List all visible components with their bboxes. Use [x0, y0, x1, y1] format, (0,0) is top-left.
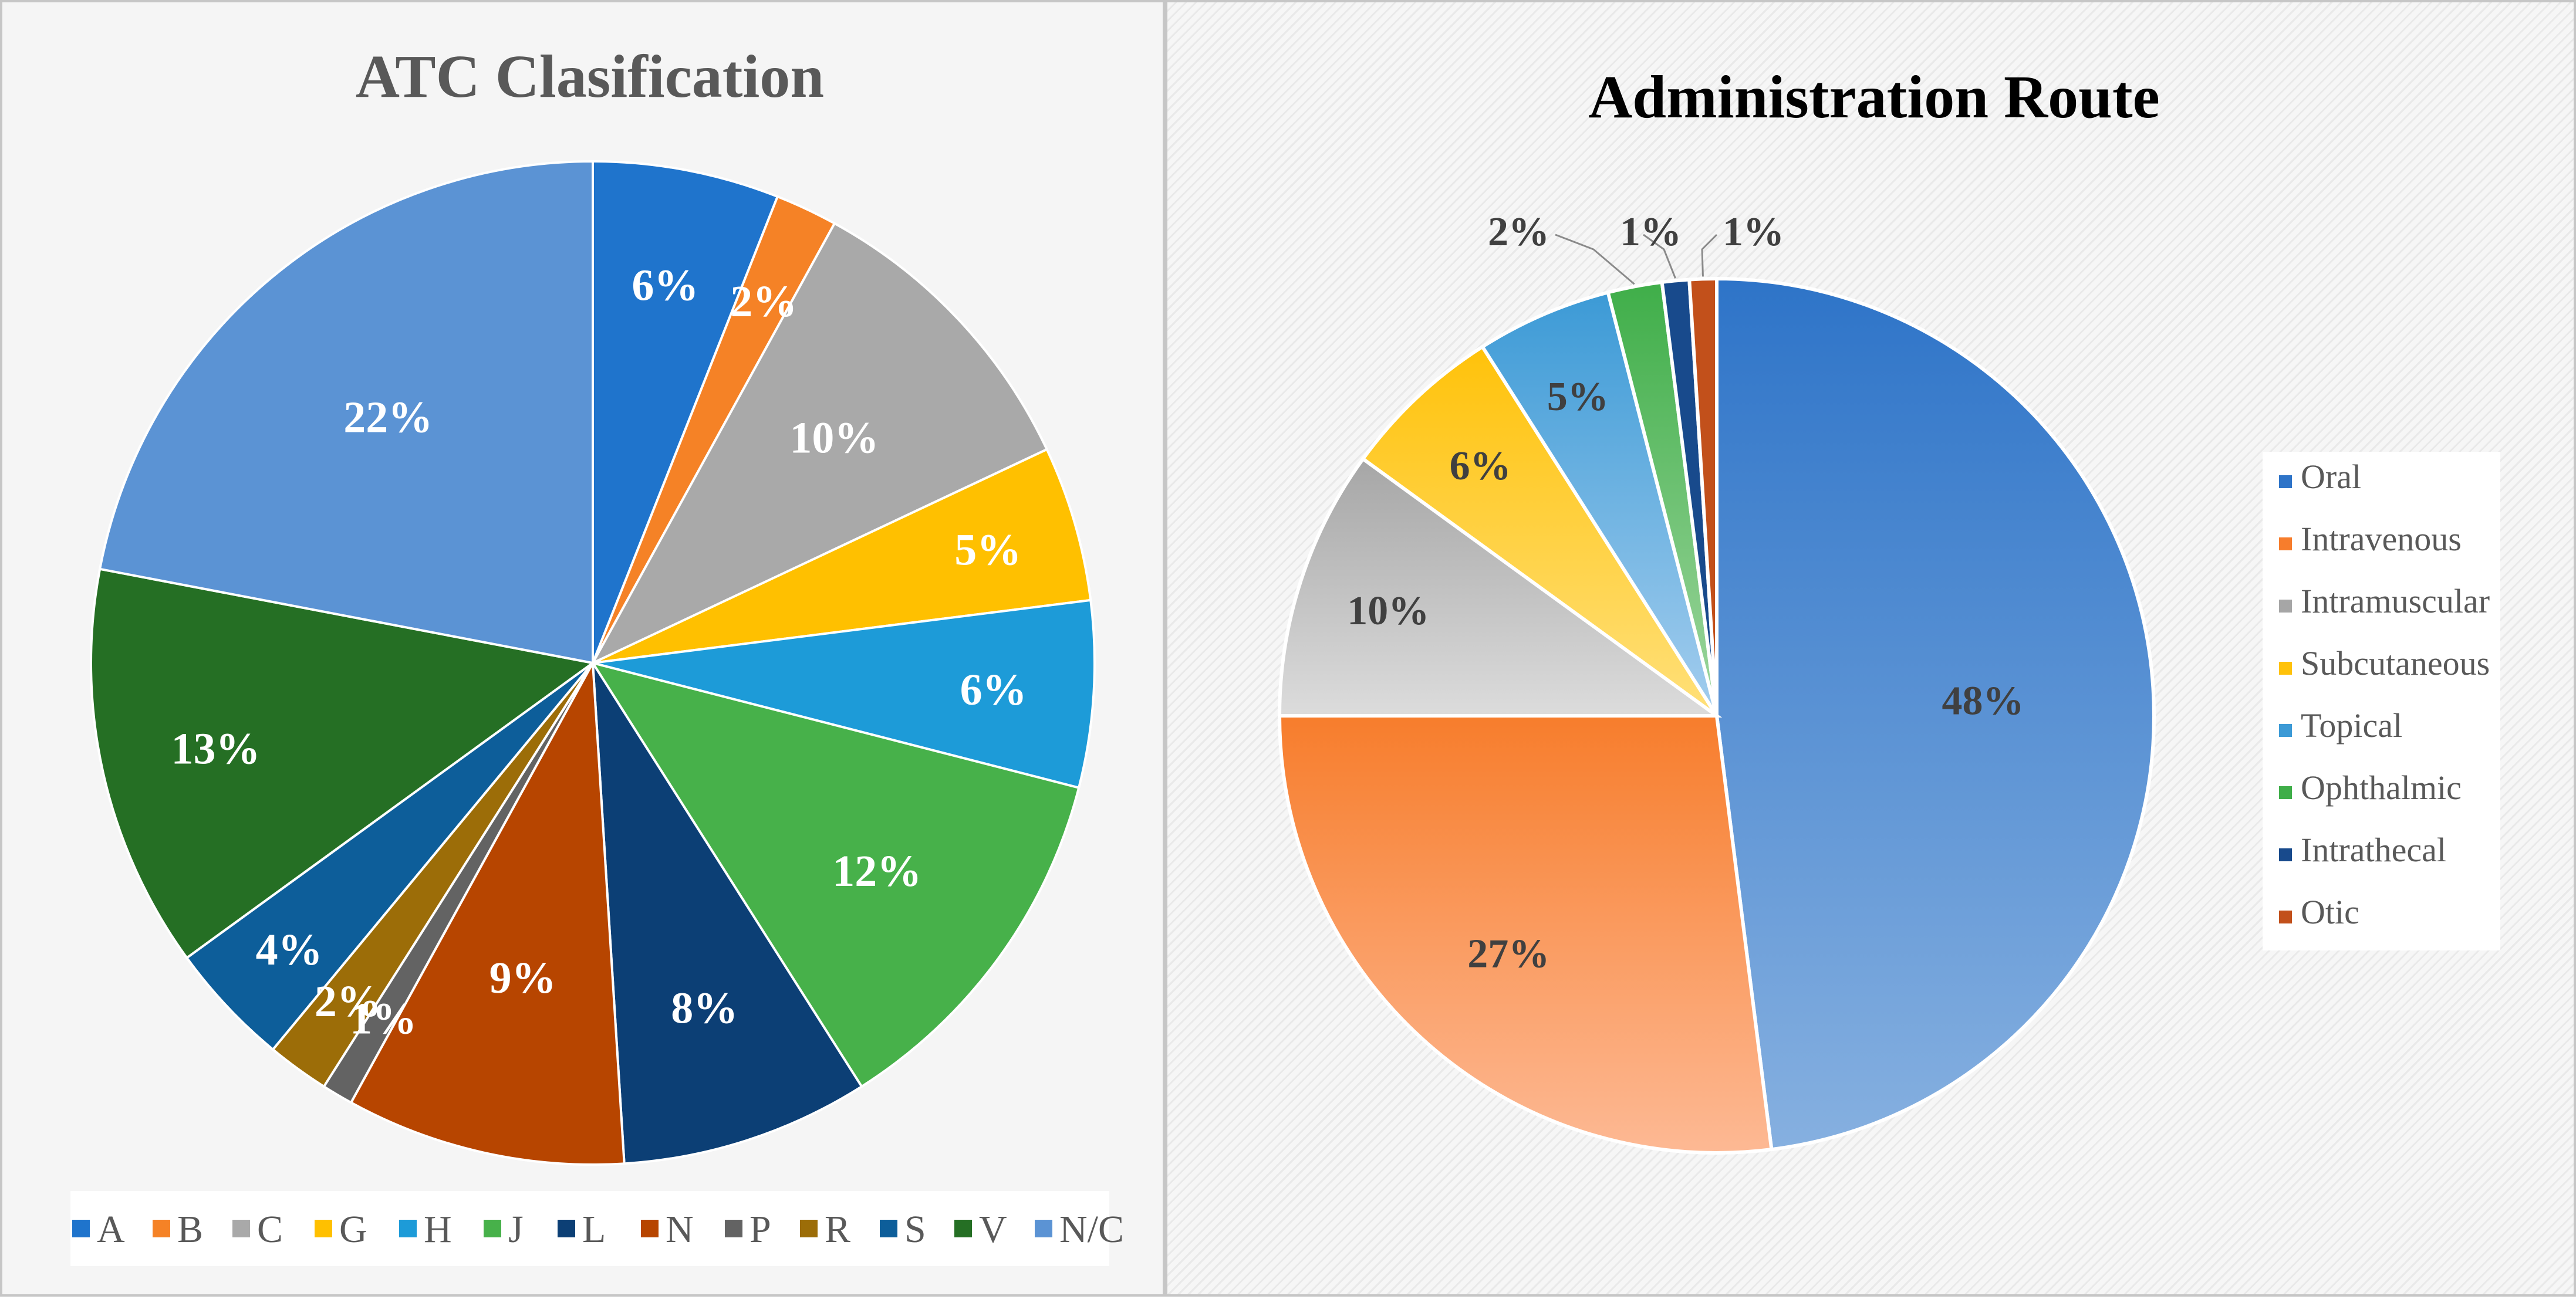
atc-label-v: 13%	[171, 725, 261, 774]
atc-slice-c	[590, 222, 1049, 666]
atc-label-n-c: 22%	[343, 393, 433, 442]
atc-slice-n-c	[98, 160, 594, 665]
route-label-intrathecal: 1%	[1620, 209, 1682, 255]
route-label-intramuscular: 10%	[1347, 588, 1429, 634]
atc-legend: A B C G H J L N P R S V N/C	[72, 1208, 1124, 1251]
atc-legend-label-c: C	[257, 1208, 283, 1251]
atc-legend-label-s: S	[904, 1208, 926, 1251]
atc-legend-label-h: H	[424, 1208, 452, 1251]
atc-legend-label-v: V	[979, 1208, 1007, 1251]
route-slice-topical	[1480, 290, 1719, 717]
route-legend: Oral Intravenous Intramuscular Subcutaneous…	[2279, 458, 2490, 931]
atc-legend-label-b: B	[177, 1208, 203, 1251]
route-slice-oral	[1715, 276, 2156, 1152]
atc-legend-swatch-n-c	[1035, 1220, 1052, 1237]
atc-legend-label-r: R	[825, 1208, 850, 1251]
route-legend-swatch-oral	[2279, 475, 2292, 488]
atc-legend-swatch-l	[558, 1220, 575, 1237]
atc-slice-h	[592, 598, 1096, 790]
atc-label-h: 6%	[960, 665, 1027, 715]
atc-legend-swatch-r	[800, 1220, 818, 1237]
atc-legend-swatch-c	[232, 1220, 250, 1237]
route-label-oral: 48%	[1942, 678, 2024, 723]
atc-legend-swatch-v	[954, 1220, 972, 1237]
atc-legend-swatch-j	[484, 1220, 501, 1237]
route-legend-label-subcutaneous: Subcutaneous	[2301, 644, 2490, 682]
route-label-intravenous: 27%	[1467, 931, 1549, 976]
atc-legend-swatch-h	[399, 1220, 417, 1237]
route-legend-swatch-intramuscular	[2279, 600, 2292, 613]
atc-legend-swatch-a	[72, 1220, 90, 1237]
atc-slice-l	[592, 662, 863, 1165]
atc-legend-label-l: L	[582, 1208, 606, 1251]
route-label-ophthalmic: 2%	[1488, 209, 1549, 255]
atc-label-a: 6%	[632, 260, 698, 310]
atc-chart-title: ATC Clasification	[356, 43, 824, 110]
route-legend-swatch-intrathecal	[2279, 848, 2292, 861]
route-legend-label-oral: Oral	[2301, 458, 2361, 496]
atc-label-l: 8%	[671, 983, 738, 1033]
route-slice-otic	[1687, 276, 1719, 716]
atc-legend-label-p: P	[749, 1208, 771, 1251]
atc-legend-label-n-c: N/C	[1059, 1208, 1124, 1251]
atc-slice-s	[185, 662, 594, 1051]
route-legend-swatch-intravenous	[2279, 537, 2292, 550]
route-label-otic: 1%	[1723, 209, 1784, 255]
route-chart-title: Administration Route	[1588, 63, 2160, 131]
atc-slice-a	[592, 160, 779, 664]
atc-slice-v	[90, 567, 596, 960]
atc-legend-swatch-g	[315, 1220, 332, 1237]
atc-label-p: 1%	[350, 994, 417, 1043]
route-pie-chart: Administration Route 48% 27% 10% 6% 5% 2% 1% 1%…	[1277, 63, 2500, 1155]
route-label-subcutaneous: 6%	[1450, 444, 1511, 489]
route-legend-label-otic: Otic	[2301, 893, 2359, 931]
atc-legend-label-j: J	[508, 1208, 524, 1251]
route-slice-intravenous	[1277, 714, 1774, 1155]
route-leader-line-ophthalmic	[1555, 234, 1635, 285]
atc-legend-label-n: N	[666, 1208, 694, 1251]
route-legend-label-intramuscular: Intramuscular	[2301, 582, 2490, 620]
route-legend-label-ophthalmic: Ophthalmic	[2301, 769, 2462, 807]
route-label-topical: 5%	[1547, 374, 1609, 419]
atc-legend-swatch-s	[880, 1220, 897, 1237]
atc-legend-label-g: G	[339, 1208, 367, 1251]
atc-label-c: 10%	[789, 414, 879, 463]
route-legend-swatch-subcutaneous	[2279, 662, 2292, 675]
route-legend-label-topical: Topical	[2301, 706, 2402, 745]
atc-legend-swatch-n	[641, 1220, 659, 1237]
atc-label-j: 12%	[832, 847, 921, 896]
atc-slice-g	[592, 448, 1092, 664]
atc-legend-swatch-b	[153, 1220, 170, 1237]
route-legend-swatch-topical	[2279, 724, 2292, 737]
atc-label-s: 4%	[256, 925, 323, 975]
route-leader-line-intrathecal	[1643, 234, 1676, 279]
atc-slice-n	[349, 659, 626, 1166]
atc-label-n: 9%	[489, 953, 556, 1003]
atc-legend-swatch-p	[725, 1220, 742, 1237]
route-legend-swatch-ophthalmic	[2279, 786, 2292, 799]
atc-label-r: 2%	[315, 977, 381, 1026]
route-slice-subcutaneous	[1360, 344, 1719, 718]
route-legend-swatch-otic	[2279, 911, 2292, 923]
route-slice-intramuscular	[1277, 456, 1723, 718]
route-leader-line-otic	[1701, 234, 1718, 277]
atc-pie-chart: ATC Clasification 6% 2%10%5%6%12%8%9%1%2%…	[70, 43, 1124, 1266]
route-legend-box	[2263, 452, 2500, 950]
route-legend-label-intravenous: Intravenous	[2301, 520, 2462, 558]
route-legend-label-intrathecal: Intrathecal	[2301, 831, 2446, 869]
atc-slice-j	[590, 661, 1081, 1088]
atc-label-b: 2%	[730, 277, 797, 326]
atc-legend-label-a: A	[97, 1208, 125, 1251]
atc-label-g: 5%	[954, 525, 1021, 574]
